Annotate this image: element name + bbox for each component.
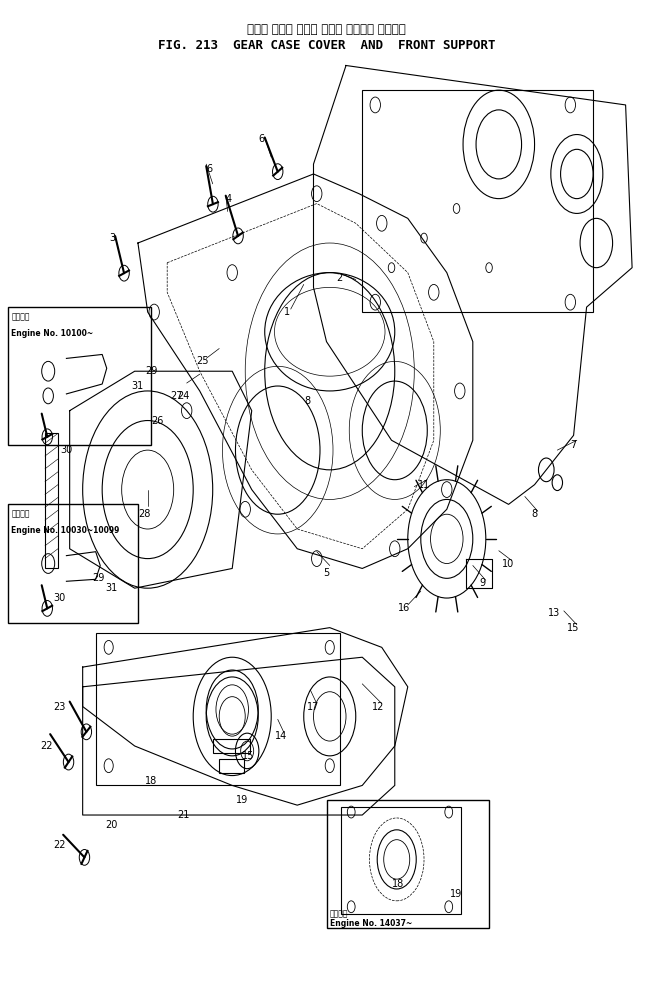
Text: ギヤー ケース カバー および フロント サポート: ギヤー ケース カバー および フロント サポート — [247, 23, 406, 36]
Text: 22: 22 — [54, 840, 66, 850]
Bar — [326, 800, 489, 929]
Text: 18: 18 — [145, 775, 157, 785]
Text: 30: 30 — [60, 445, 72, 455]
Text: 適用号番: 適用号番 — [330, 910, 348, 919]
Text: 17: 17 — [308, 701, 320, 711]
Text: 8: 8 — [304, 396, 310, 405]
Text: 6: 6 — [206, 164, 212, 174]
Bar — [213, 739, 250, 753]
Text: 11: 11 — [418, 480, 430, 490]
Text: 16: 16 — [398, 603, 411, 613]
Text: 15: 15 — [242, 751, 255, 761]
Text: 15: 15 — [567, 623, 580, 633]
Text: 29: 29 — [145, 366, 157, 376]
Text: 30: 30 — [54, 593, 66, 603]
Text: 5: 5 — [323, 569, 330, 579]
Bar — [8, 308, 151, 445]
Text: 31: 31 — [132, 381, 144, 391]
Text: 23: 23 — [54, 701, 66, 711]
Bar — [96, 633, 340, 785]
Text: 31: 31 — [106, 584, 118, 593]
Text: 18: 18 — [392, 879, 404, 889]
Text: 3: 3 — [109, 233, 115, 243]
Bar — [45, 433, 58, 569]
Text: 21: 21 — [177, 810, 189, 820]
Bar — [341, 807, 461, 914]
Text: 25: 25 — [197, 356, 209, 366]
Text: 12: 12 — [372, 701, 385, 711]
Text: 8: 8 — [532, 509, 537, 519]
Text: 10: 10 — [502, 559, 515, 569]
Bar — [8, 504, 138, 623]
Text: 29: 29 — [93, 574, 105, 584]
Text: 適用号番: 適用号番 — [11, 313, 29, 321]
Text: Engine No. 10100~: Engine No. 10100~ — [11, 328, 93, 338]
Text: 22: 22 — [40, 741, 53, 751]
Text: 20: 20 — [106, 820, 118, 830]
Text: 7: 7 — [571, 440, 577, 450]
Text: 1: 1 — [285, 307, 291, 317]
Text: 24: 24 — [177, 391, 189, 401]
Text: Engine No. 10030~10099: Engine No. 10030~10099 — [11, 526, 119, 535]
Text: Engine No. 14037~: Engine No. 14037~ — [330, 920, 412, 929]
Text: 19: 19 — [236, 795, 248, 805]
Text: 27: 27 — [170, 391, 183, 401]
Text: 2: 2 — [336, 273, 343, 283]
Text: 28: 28 — [138, 509, 151, 519]
Text: 6: 6 — [259, 135, 264, 144]
Text: 26: 26 — [151, 415, 164, 425]
Text: 19: 19 — [451, 889, 463, 899]
Text: FIG. 213  GEAR CASE COVER  AND  FRONT SUPPORT: FIG. 213 GEAR CASE COVER AND FRONT SUPPO… — [158, 39, 495, 51]
Bar — [219, 759, 244, 772]
Text: 9: 9 — [479, 579, 486, 588]
Text: 4: 4 — [226, 194, 232, 204]
Text: 14: 14 — [275, 731, 287, 741]
Bar — [362, 90, 593, 313]
Text: 13: 13 — [548, 608, 560, 618]
Text: 適用号番: 適用号番 — [11, 509, 29, 518]
